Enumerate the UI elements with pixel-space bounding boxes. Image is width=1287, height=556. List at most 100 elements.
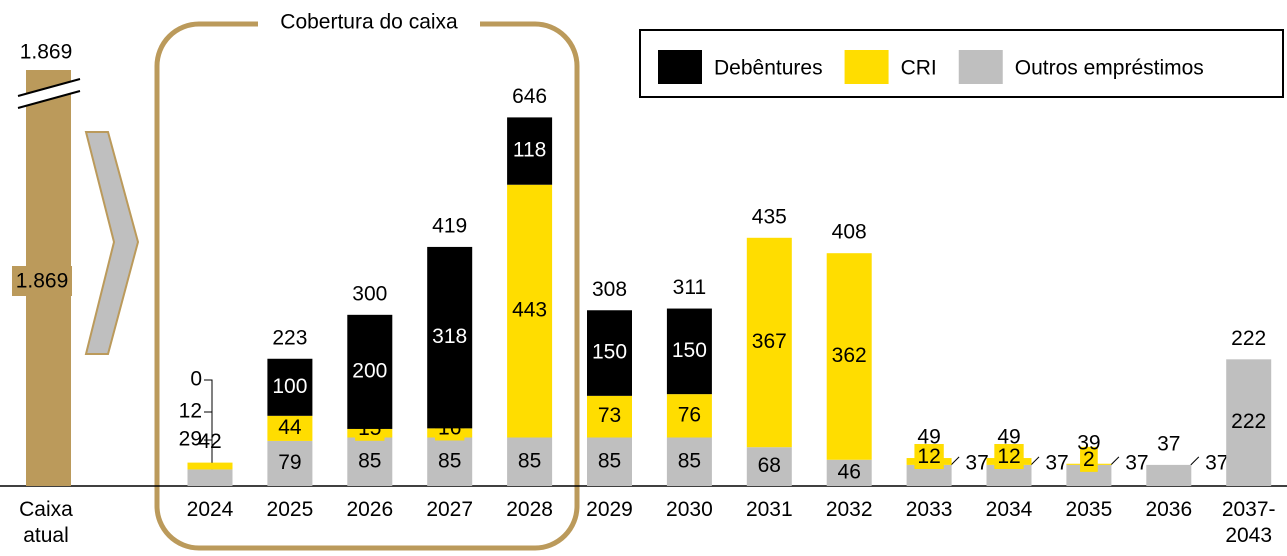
- segment-label: 76: [678, 403, 701, 426]
- bar-segment: [1146, 464, 1192, 486]
- segment-label: 318: [432, 325, 467, 348]
- segment-label: 2: [1083, 448, 1095, 471]
- axis-break-line: [17, 90, 81, 109]
- x-tick-label: 2031: [745, 498, 793, 521]
- x-tick-label: 2037-2043: [1221, 498, 1276, 547]
- segment-label: 12: [917, 445, 940, 468]
- annotation-bg: [258, 10, 480, 38]
- annotation: Cobertura do caixa: [280, 11, 458, 34]
- legend-label: Debêntures: [714, 57, 823, 80]
- segment-label: 443: [512, 299, 547, 322]
- bar-segment: [427, 437, 473, 486]
- total-label: 435: [752, 205, 787, 228]
- x-tick-label-box: 2029: [586, 498, 633, 521]
- segment-label-bg: [1080, 446, 1098, 472]
- axis-break: [20, 80, 78, 108]
- bar-segment: [427, 246, 473, 429]
- segment-label: 85: [598, 449, 621, 472]
- legend-label: CRI: [901, 57, 937, 80]
- bar-segment: [347, 314, 393, 429]
- segment-label: 150: [672, 339, 707, 362]
- bar-segment: [507, 117, 553, 185]
- segment-label: 0: [190, 368, 202, 391]
- total-label: 646: [512, 85, 547, 108]
- total-label: 42: [198, 430, 221, 453]
- segment-label: 44: [278, 416, 302, 439]
- segment-label: 37: [965, 452, 988, 475]
- legend-label: Outros empréstimos: [1015, 57, 1204, 80]
- legend-swatch: [958, 50, 1003, 84]
- x-tick-label: 2035: [1065, 498, 1113, 521]
- segment-label: 85: [438, 449, 461, 472]
- x-tick-label-box: 2036: [1145, 498, 1193, 521]
- segment-label: 68: [758, 454, 781, 477]
- x-tick-label: 2029: [586, 498, 633, 521]
- bar-segment: [507, 184, 553, 438]
- segment-label: 200: [352, 359, 387, 382]
- bar-segment: [267, 358, 313, 416]
- total-label: 308: [592, 278, 627, 301]
- x-tick-label-box: 2026: [346, 498, 394, 521]
- leader: [1110, 456, 1120, 466]
- total-label: 39: [1077, 431, 1100, 454]
- cash-label: 1.869: [16, 270, 69, 293]
- segment-label: 37: [1125, 452, 1148, 475]
- x-tick-label-box: 2037-2043: [1221, 498, 1276, 547]
- x-tick-label: 2026: [346, 498, 394, 521]
- bar-segment: [666, 394, 712, 438]
- bar-segment: [587, 437, 632, 486]
- x-tick-label: 2032: [825, 498, 873, 521]
- bar-segment: [826, 459, 872, 486]
- x-tick-label-box: 2028: [506, 498, 553, 521]
- bar-segment: [1226, 359, 1272, 486]
- bar-segment: [507, 437, 553, 486]
- x-tick-label-box: 2031: [745, 498, 793, 521]
- segment-label: 37: [1205, 452, 1228, 475]
- segment-label: 362: [832, 344, 867, 367]
- total-label: 408: [832, 221, 867, 244]
- total-label: 419: [432, 214, 467, 237]
- segment-label: 367: [752, 330, 787, 353]
- bar-segment: [267, 415, 313, 441]
- total-label: 37: [1157, 432, 1180, 455]
- segment-label: 85: [358, 449, 381, 472]
- x-tick-label-box: 2025: [267, 498, 314, 521]
- bar-segment: [187, 462, 233, 470]
- segment-label: 79: [278, 451, 301, 474]
- x-tick-label-box: 2030: [666, 498, 713, 521]
- segment-label: 118: [513, 139, 546, 162]
- segment-label: 12: [179, 400, 202, 423]
- bar-segment: [267, 440, 313, 486]
- x-tick-label: 2034: [985, 498, 1033, 521]
- x-tick-label-box: 2027: [426, 498, 474, 521]
- bar-segment: [666, 437, 712, 486]
- bar-segment: [746, 447, 792, 486]
- bar-segment: [587, 395, 632, 438]
- x-tick-label-box: 2035: [1065, 498, 1113, 521]
- bar-segment: [666, 308, 712, 395]
- segment-label: 46: [838, 460, 861, 483]
- total-label: 311: [673, 276, 706, 299]
- axis-break-line: [17, 78, 81, 97]
- arrow: [84, 131, 140, 355]
- segment-label: 222: [1231, 410, 1266, 433]
- x-tick-label: 2027: [426, 498, 474, 521]
- x-tick-label: 2030: [666, 498, 713, 521]
- x-tick-label: 2028: [506, 498, 553, 521]
- total-label: 49: [917, 426, 940, 449]
- segment-label-bg: [994, 444, 1024, 470]
- x-tick-label: 2036: [1145, 498, 1193, 521]
- x-tick-label-box: Caixa atual: [19, 498, 73, 547]
- segment-label: 29: [179, 428, 202, 451]
- bar-segment: [746, 237, 792, 448]
- total-label: 222: [1231, 327, 1266, 350]
- segment-label: 37: [1045, 452, 1068, 475]
- total-label: 49: [997, 426, 1020, 449]
- x-tick-label: Caixa atual: [19, 498, 73, 547]
- segment-label: 150: [592, 341, 627, 364]
- segment-label: 73: [598, 404, 621, 427]
- bar-segment: [187, 469, 233, 486]
- bar-segment: [826, 253, 872, 460]
- bar-segment: [347, 437, 393, 486]
